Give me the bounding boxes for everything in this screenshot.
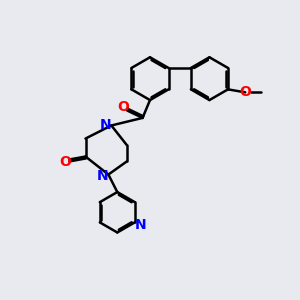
Text: N: N [97, 169, 109, 183]
Text: O: O [239, 85, 251, 99]
Text: O: O [59, 155, 71, 170]
Text: N: N [134, 218, 146, 232]
Text: N: N [100, 118, 112, 132]
Text: O: O [118, 100, 130, 114]
